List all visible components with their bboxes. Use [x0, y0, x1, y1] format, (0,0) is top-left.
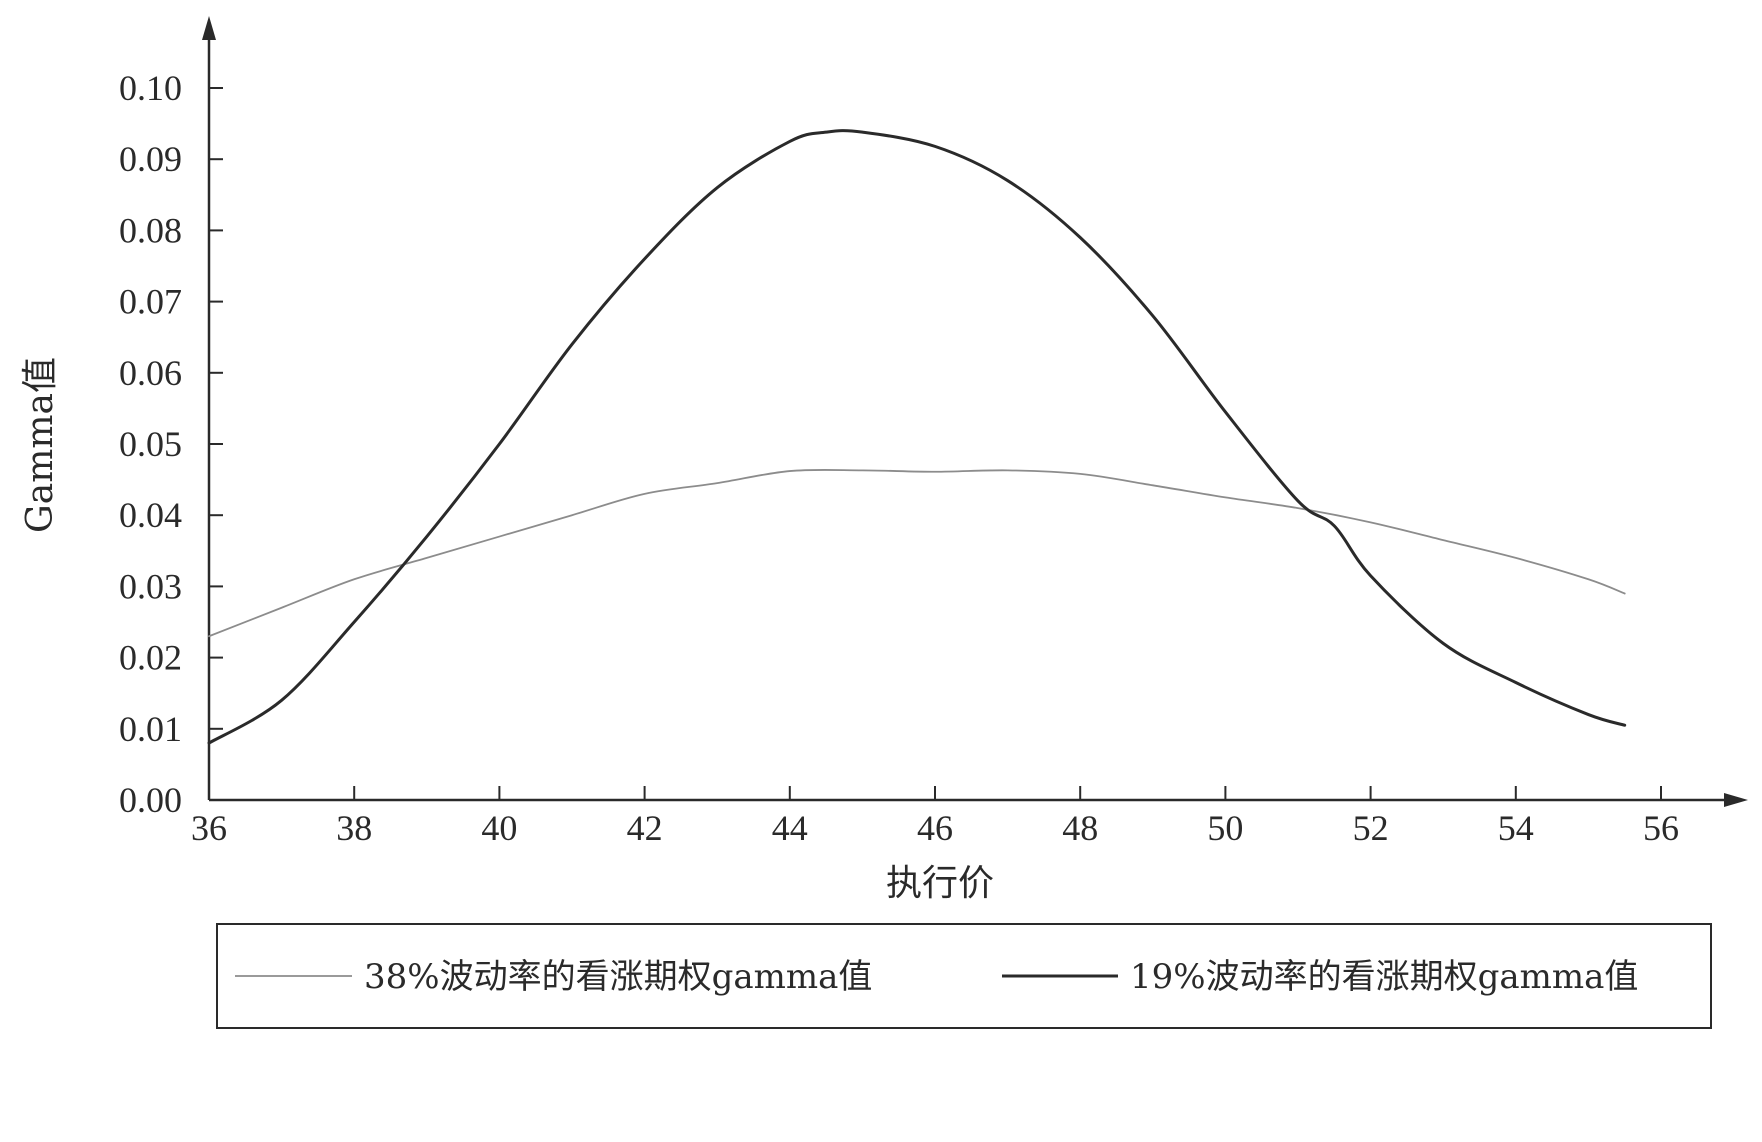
y-tick-label: 0.08: [119, 210, 182, 250]
x-tick-label: 52: [1353, 808, 1389, 848]
y-tick-label: 0.06: [119, 353, 182, 393]
y-axis-title: Gamma值: [20, 357, 61, 533]
x-tick-label: 38: [336, 808, 372, 848]
legend-box: [216, 923, 1712, 1029]
y-tick-label: 0.05: [119, 424, 182, 464]
x-tick-label: 44: [772, 808, 808, 848]
y-tick-label: 0.01: [119, 709, 182, 749]
x-axis-arrow: [1724, 793, 1748, 807]
x-tick-label: 40: [481, 808, 517, 848]
legend-label-38: 38%波动率的看涨期权gamma值: [364, 957, 872, 997]
x-tick-label: 56: [1643, 808, 1679, 848]
x-tick-label: 48: [1062, 808, 1098, 848]
y-tick-label: 0.00: [119, 780, 182, 820]
y-tick-label: 0.02: [119, 638, 182, 678]
x-tick-label: 54: [1498, 808, 1534, 848]
legend: 38%波动率的看涨期权gamma值 19%波动率的看涨期权gamma值: [216, 923, 1712, 1029]
y-tick-label: 0.07: [119, 282, 182, 322]
series-line-19-vol: [207, 129, 1627, 745]
legend-label-19: 19%波动率的看涨期权gamma值: [1130, 957, 1638, 997]
x-tick-label: 42: [627, 808, 663, 848]
y-tick-label: 0.03: [119, 566, 182, 606]
y-axis-arrow: [202, 16, 216, 40]
x-axis-title: 执行价: [886, 863, 994, 904]
y-tick-label: 0.10: [119, 68, 182, 108]
x-tick-label: 36: [191, 808, 227, 848]
x-tick-label: 50: [1207, 808, 1243, 848]
x-tick-label: 46: [917, 808, 953, 848]
series-line-38-vol: [208, 468, 1626, 638]
axes: [202, 16, 1748, 807]
y-tick-label: 0.09: [119, 139, 182, 179]
y-tick-label: 0.04: [119, 495, 182, 535]
